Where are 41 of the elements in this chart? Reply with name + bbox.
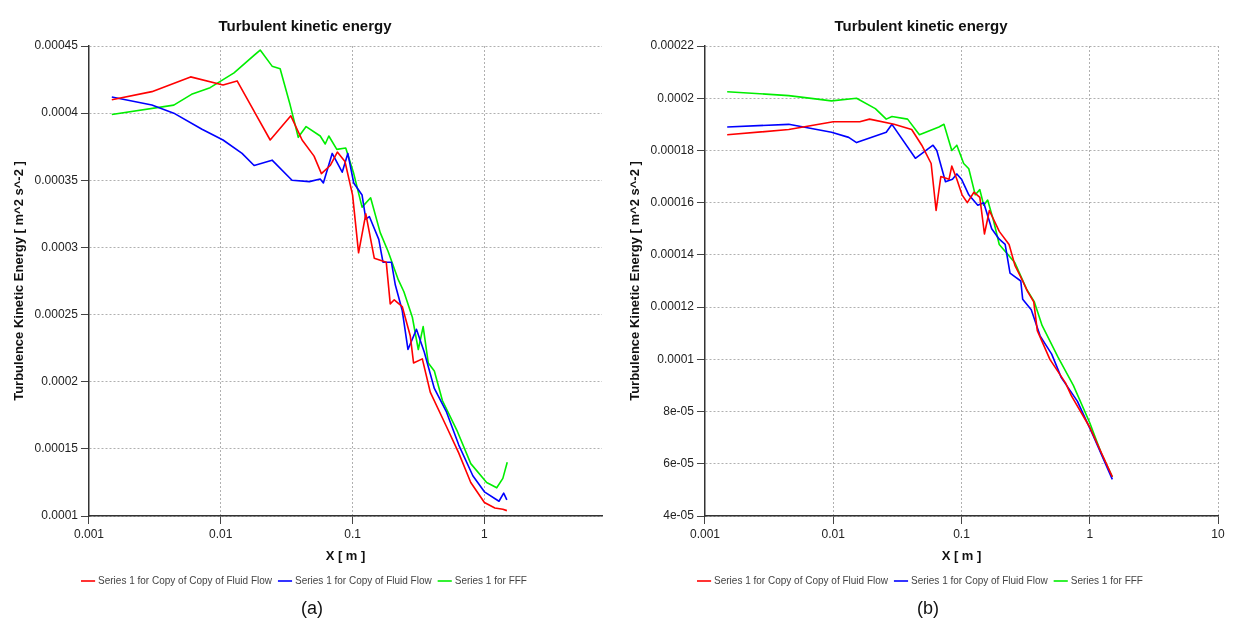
y-tick-label: 0.00014 <box>650 247 695 262</box>
x-tick-label: 0.001 <box>689 526 721 541</box>
x-tick-label: 0.01 <box>821 526 846 541</box>
x-axis-title: X [ m ] <box>325 547 366 563</box>
y-tick-label: 0.00045 <box>34 38 79 53</box>
x-tick-label: 0.1 <box>344 526 362 541</box>
y-tick-label: 0.0001 <box>657 351 695 366</box>
y-tick-label: 0.00016 <box>650 194 695 209</box>
text: (a) <box>301 597 323 620</box>
y-tick-label: 4e-05 <box>663 508 695 523</box>
x-tick-label: 1 <box>481 526 489 541</box>
y-tick-label: 0.00025 <box>34 306 79 321</box>
y-tick-label: 0.0003 <box>41 239 79 254</box>
y-tick-label: 0.00018 <box>650 142 695 157</box>
y-tick-label: 0.00022 <box>650 38 695 53</box>
y-axis-title: Turbulence Kinetic Energy [ m^2 s^-2 ] <box>11 161 27 401</box>
y-tick-label: 0.0002 <box>657 90 695 105</box>
y-tick-label: 0.00012 <box>650 299 695 314</box>
legend-label: Series 1 for Copy of Fluid Flow <box>911 574 1049 586</box>
legend-label: Series 1 for FFF <box>454 574 527 586</box>
y-tick-label: 0.0002 <box>41 374 79 389</box>
legend-label: Series 1 for Copy of Fluid Flow <box>295 574 433 586</box>
x-tick-label: 10 <box>1211 526 1225 541</box>
x-axis-title: X [ m ] <box>941 547 982 563</box>
y-tick-label: 6e-05 <box>663 456 695 471</box>
x-tick-label: 0.01 <box>209 526 233 541</box>
x-tick-label: 0.001 <box>73 526 105 541</box>
y-axis-title: Turbulence Kinetic Energy [ m^2 s^-2 ] <box>627 161 643 401</box>
y-tick-label: 0.00035 <box>34 172 79 187</box>
chart-title: Turbulent kinetic energy <box>834 17 1009 35</box>
legend-label: Series 1 for Copy of Copy of Fluid Flow <box>98 574 273 586</box>
y-tick-label: 0.0001 <box>41 508 79 523</box>
chart-title: Turbulent kinetic energy <box>218 17 393 35</box>
y-tick-label: 0.0004 <box>41 105 79 120</box>
y-tick-label: 0.00015 <box>34 441 79 456</box>
text: (b) <box>917 597 939 620</box>
legend-label: Series 1 for FFF <box>1070 574 1143 586</box>
x-tick-label: 1 <box>1086 526 1094 541</box>
y-tick-label: 8e-05 <box>663 403 695 418</box>
legend-label: Series 1 for Copy of Copy of Fluid Flow <box>714 574 889 586</box>
x-tick-label: 0.1 <box>953 526 971 541</box>
